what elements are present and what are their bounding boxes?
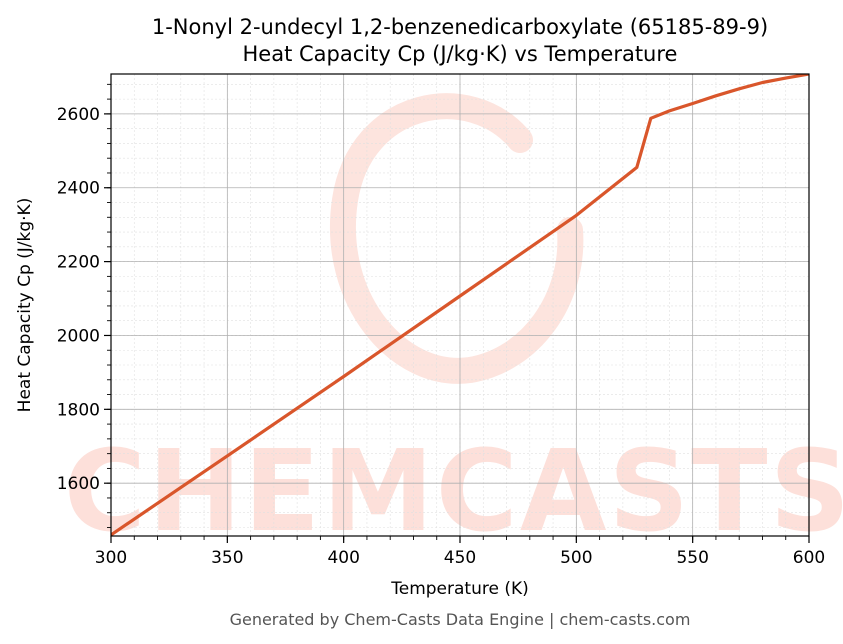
axis-ticks: [104, 83, 810, 543]
y-tick-label: 1800: [57, 400, 100, 420]
series-layer: [111, 74, 809, 536]
x-tick-label: 450: [444, 548, 476, 568]
watermark: CHEMCASTS: [64, 93, 843, 557]
x-axis-label: Temperature (K): [390, 579, 529, 599]
chart-title: 1-Nonyl 2-undecyl 1,2-benzenedicarboxyla…: [152, 15, 768, 39]
x-tick-label: 300: [95, 548, 127, 568]
watermark-text: CHEMCASTS: [64, 427, 843, 557]
tick-labels: 300 350 400 450 500 550 600 1600 1800 2000 2200 240…: [57, 105, 825, 568]
footer-credit: Generated by Chem-Casts Data Engine | ch…: [230, 610, 691, 629]
y-tick-label: 2000: [57, 326, 100, 346]
x-tick-label: 500: [560, 548, 592, 568]
x-tick-label: 550: [676, 548, 708, 568]
series-line: [111, 74, 809, 536]
watermark-logo-swirl: [330, 93, 584, 384]
y-tick-label: 2200: [57, 253, 100, 273]
x-tick-label: 400: [327, 548, 359, 568]
y-axis-label: Heat Capacity Cp (J/kg·K): [15, 198, 35, 413]
x-tick-label: 350: [211, 548, 243, 568]
y-tick-label: 2400: [57, 179, 100, 199]
chart-subtitle: Heat Capacity Cp (J/kg·K) vs Temperature: [243, 42, 678, 66]
y-tick-label: 2600: [57, 105, 100, 125]
y-tick-label: 1600: [57, 474, 100, 494]
x-tick-label: 600: [793, 548, 825, 568]
